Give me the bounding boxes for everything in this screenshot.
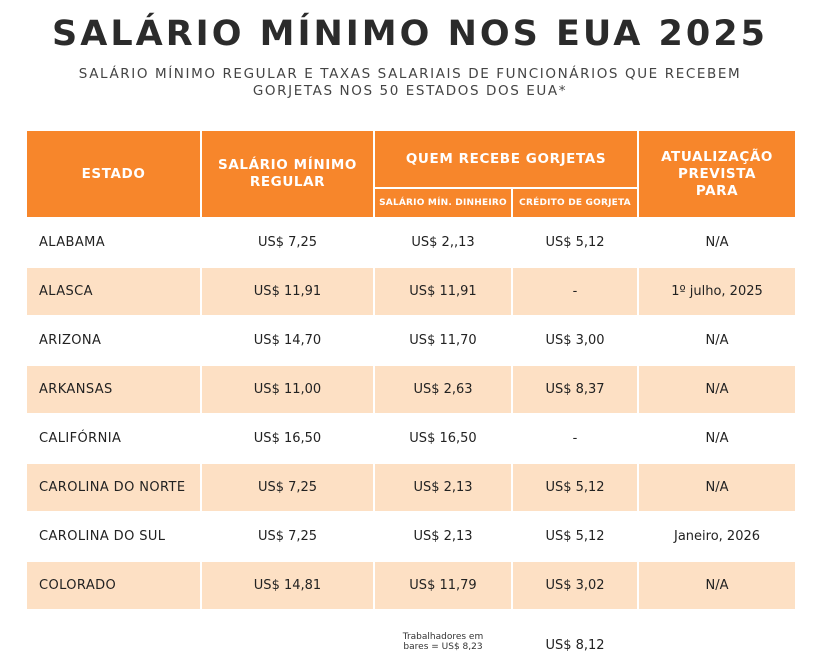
header-estado: ESTADO xyxy=(25,131,202,218)
tip-credit-cell: - xyxy=(510,266,640,316)
table-row: CAROLINA DO SUL US$ 7,25 US$ 2,13 US$ 5,… xyxy=(25,511,798,561)
state-cell: CAROLINA DO SUL xyxy=(25,511,202,561)
tip-credit-cell: US$ 8,37 xyxy=(510,364,640,414)
table-row: CAROLINA DO NORTE US$ 7,25 US$ 2,13 US$ … xyxy=(25,462,798,512)
header-credito-gorjeta: CRÉDITO DE GORJETA xyxy=(510,187,640,218)
update-cell: N/A xyxy=(637,217,798,267)
subtitle-line-1: SALÁRIO MÍNIMO REGULAR E TAXAS SALARIAIS… xyxy=(78,66,742,82)
table-row: ARIZONA US$ 14,70 US$ 11,70 US$ 3,00 N/A xyxy=(25,315,798,365)
regular-wage-cell: US$ 14,70 xyxy=(200,315,375,365)
regular-wage-cell: US$ 11,91 xyxy=(200,266,375,316)
tip-credit-cell: US$ 5,12 xyxy=(510,511,640,561)
minimum-wage-table: ESTADO SALÁRIO MÍNIMO REGULAR QUEM RECEB… xyxy=(25,131,798,609)
state-cell: ALABAMA xyxy=(25,217,202,267)
table-row: ALABAMA US$ 7,25 US$ 2,,13 US$ 5,12 N/A xyxy=(25,217,798,267)
tip-credit-cell: US$ 3,00 xyxy=(510,315,640,365)
header-atualizacao-line-1: ATUALIZAÇÃO xyxy=(661,148,773,165)
state-cell: ARKANSAS xyxy=(25,364,202,414)
tipped-cash-wage-cell: US$ 2,13 xyxy=(373,462,513,512)
regular-wage-cell: US$ 16,50 xyxy=(200,413,375,463)
header-salario-regular: SALÁRIO MÍNIMO REGULAR xyxy=(200,131,375,218)
table-row: ARKANSAS US$ 11,00 US$ 2,63 US$ 8,37 N/A xyxy=(25,364,798,414)
tipped-cash-wage-cell: US$ 11,79 xyxy=(373,560,513,609)
update-cell: N/A xyxy=(637,315,798,365)
update-cell: N/A xyxy=(637,364,798,414)
state-cell: CAROLINA DO NORTE xyxy=(25,462,202,512)
bar-workers-note: Trabalhadores em bares = US$ 8,23 xyxy=(377,632,509,652)
tipped-cash-wage-cell: US$ 2,63 xyxy=(373,364,513,414)
bar-workers-note-line-2: bares = US$ 8,23 xyxy=(403,642,483,652)
header-salario-regular-line-2: REGULAR xyxy=(249,174,326,190)
page-subtitle: SALÁRIO MÍNIMO REGULAR E TAXAS SALARIAIS… xyxy=(60,66,760,100)
regular-wage-cell: US$ 11,00 xyxy=(200,364,375,414)
header-atualizacao-line-3: PARA xyxy=(695,182,739,199)
tipped-cash-wage-cell: US$ 2,,13 xyxy=(373,217,513,267)
update-cell: N/A xyxy=(637,560,798,609)
tip-credit-cell: US$ 3,02 xyxy=(510,560,640,609)
state-cell: ARIZONA xyxy=(25,315,202,365)
tip-credit-cell: US$ 5,12 xyxy=(510,462,640,512)
update-cell: 1º julho, 2025 xyxy=(637,266,798,316)
regular-wage-cell: US$ 7,25 xyxy=(200,462,375,512)
regular-wage-cell: US$ 7,25 xyxy=(200,217,375,267)
regular-wage-cell: US$ 7,25 xyxy=(200,511,375,561)
bar-workers-note-line-1: Trabalhadores em xyxy=(402,632,484,642)
header-atualizacao-line-2: PREVISTA xyxy=(677,165,757,182)
state-cell: ALASCA xyxy=(25,266,202,316)
header-atualizacao: ATUALIZAÇÃO PREVISTA PARA xyxy=(637,131,798,218)
page-title: SALÁRIO MÍNIMO NOS EUA 2025 xyxy=(52,14,768,54)
update-cell: N/A xyxy=(637,413,798,463)
update-cell: Janeiro, 2026 xyxy=(637,511,798,561)
tipped-cash-wage-cell: US$ 2,13 xyxy=(373,511,513,561)
header-salario-regular-line-1: SALÁRIO MÍNIMO xyxy=(218,157,357,173)
bar-workers-tip-credit: US$ 8,12 xyxy=(545,638,605,653)
tipped-cash-wage-cell: US$ 11,70 xyxy=(373,315,513,365)
tipped-cash-wage-cell: US$ 16,50 xyxy=(373,413,513,463)
header-salario-min-dinheiro: SALÁRIO MÍN. DINHEIRO xyxy=(373,187,513,218)
state-cell: COLORADO xyxy=(25,560,202,609)
tip-credit-cell: US$ 5,12 xyxy=(510,217,640,267)
table-row: CALIFÓRNIA US$ 16,50 US$ 16,50 - N/A xyxy=(25,413,798,463)
table-row: ALASCA US$ 11,91 US$ 11,91 - 1º julho, 2… xyxy=(25,266,798,316)
table-row: COLORADO US$ 14,81 US$ 11,79 US$ 3,02 N/… xyxy=(25,560,798,609)
tipped-cash-wage-cell: US$ 11,91 xyxy=(373,266,513,316)
tip-credit-cell: - xyxy=(510,413,640,463)
state-cell: CALIFÓRNIA xyxy=(25,413,202,463)
header-quem-recebe-gorjetas: QUEM RECEBE GORJETAS xyxy=(372,131,640,188)
subtitle-line-2: GORJETAS NOS 50 ESTADOS DOS EUA* xyxy=(252,83,568,99)
update-cell: N/A xyxy=(637,462,798,512)
regular-wage-cell: US$ 14,81 xyxy=(200,560,375,609)
